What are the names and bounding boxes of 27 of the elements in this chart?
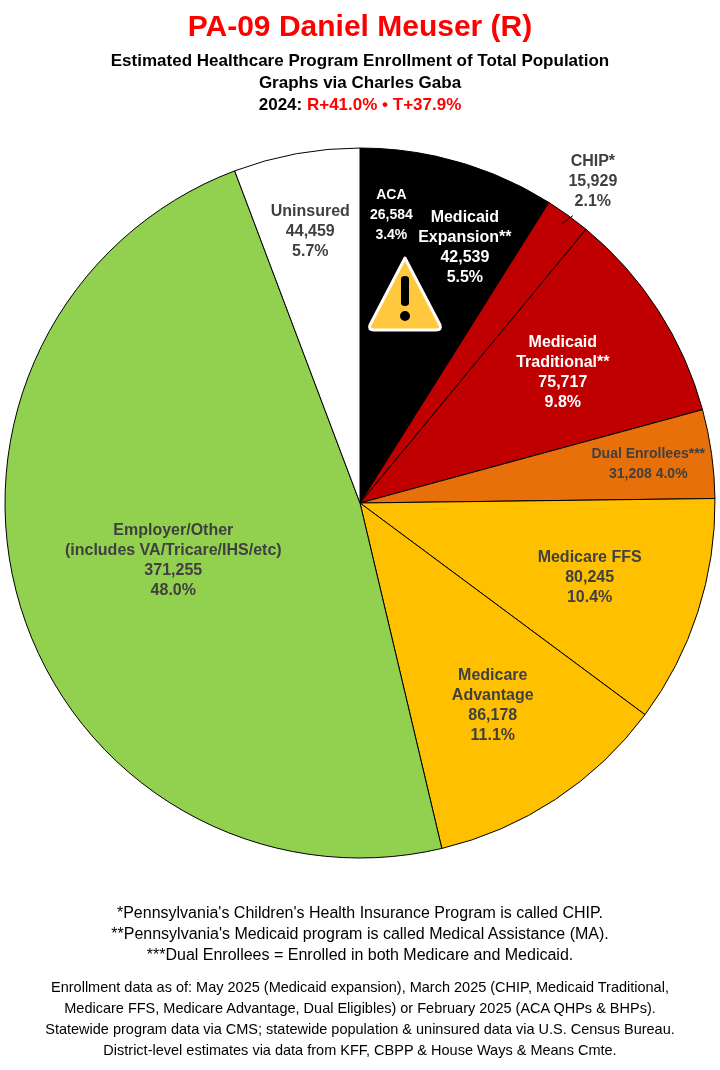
text: *Pennsylvania's Children's Health Insurance Program is called CHIP.: [116, 904, 604, 921]
slice-label: Medicare FFS: [537, 548, 643, 566]
text: Medicare FFS, Medicare Advantage, Dual Eligibles) or February 2025 (ACA QHPs & BHPs).: [64, 1000, 656, 1016]
data-label: 15,929 2.1%: [568, 171, 618, 209]
slice-label: Medicaid Expansion**: [418, 207, 513, 245]
slice-label: ACA: [376, 185, 407, 202]
data-label: 26,584 3.4%: [369, 205, 413, 242]
chart-title: PA-09 Daniel Meuser (R): [187, 9, 533, 42]
data-label: 80,245 10.4%: [565, 568, 615, 606]
text: District-level estimates via data from KFF, CBPP & House Ways & Means Cmte.: [103, 1042, 617, 1058]
data-label: 42,539 5.5%: [440, 247, 490, 285]
data-label: 44,459 5.7%: [285, 221, 335, 259]
slice-label: Dual Enrollees***: [591, 444, 706, 461]
slice-label: Medicaid Traditional**: [516, 333, 611, 371]
chart-subtitle: Estimated Healthcare Program Enrollment of Total Population Graphs via Charles Gaba 2024: R+41.0% • T+37.9%: [110, 51, 610, 114]
data-label: 371,255 48.0%: [144, 561, 203, 599]
slice-label: CHIP*: [570, 151, 616, 169]
text: Statewide program data via CMS; statewide population & uninsured data via U.S. Census Bureau.: [45, 1021, 675, 1037]
data-label: 31,208 4.0%: [608, 464, 689, 481]
data-label: 86,178 11.1%: [468, 705, 518, 743]
slice-label: Employer/Other (includes VA/Tricare/IHS/etc): [64, 521, 282, 559]
data-label: 75,717 9.8%: [538, 373, 588, 411]
text: **Pennsylvania's Medicaid program is called Medical Assistance (MA).: [111, 925, 609, 942]
text: ***Dual Enrollees = Enrolled in both Medicare and Medicaid.: [146, 946, 574, 963]
text: Enrollment data as of: May 2025 (Medicaid expansion), March 2025 (CHIP, Medicaid Traditional,: [51, 979, 669, 995]
slice-label: Uninsured: [270, 201, 350, 219]
slice-label: Medicare Advantage: [451, 665, 534, 703]
